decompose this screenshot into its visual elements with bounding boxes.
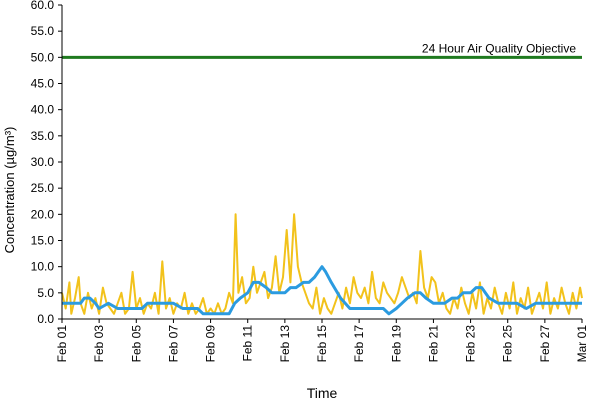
y-tick-label: 55.0: [31, 24, 55, 38]
x-tick-label: Feb 21: [426, 325, 440, 363]
x-tick-label: Feb 11: [241, 325, 255, 362]
y-tick-label: 20.0: [31, 207, 55, 221]
x-tick-label: Feb 03: [92, 325, 106, 363]
hourly-series: [61, 213, 583, 315]
y-tick-label: 50.0: [31, 50, 55, 64]
running-average-line: [62, 265, 582, 316]
x-tick-label: Feb 15: [315, 325, 329, 363]
y-axis-label: Concentration (µg/m³): [2, 127, 17, 254]
axes: 0.0 5.0 10.0 15.0 20.0 25.0 30.0 35.0 40.0 45.0 50…: [31, 0, 589, 362]
y-tick-label: 10.0: [31, 260, 55, 274]
y-tick-label: 0.0: [37, 312, 54, 326]
x-axis-label: Time: [307, 385, 338, 400]
hourly-line: [61, 213, 583, 315]
y-tick-label: 30.0: [31, 155, 55, 169]
y-tick-label: 15.0: [31, 234, 55, 248]
x-tick-label: Feb 27: [538, 325, 552, 363]
objective-label: 24 Hour Air Quality Objective: [422, 41, 576, 55]
x-tick-label: Feb 25: [501, 325, 515, 363]
x-tick-label: Feb 19: [389, 325, 403, 363]
x-tick-label: Feb 09: [204, 325, 218, 363]
x-tick-label: Feb 13: [278, 325, 292, 363]
x-tick-label: Mar 01: [575, 325, 589, 363]
x-tick-label: Feb 05: [129, 325, 143, 363]
y-tick-label: 5.0: [37, 286, 54, 300]
y-tick-label: 25.0: [31, 181, 55, 195]
x-tick-label: Feb 01: [55, 325, 69, 363]
y-tick-label: 60.0: [31, 0, 55, 12]
y-tick-label: 45.0: [31, 77, 55, 91]
x-tick-label: Feb 17: [352, 325, 366, 363]
x-tick-label: Feb 07: [166, 325, 180, 363]
y-tick-label: 35.0: [31, 129, 55, 143]
x-tick-label: Feb 23: [464, 325, 478, 363]
running-average-series: [62, 265, 582, 316]
y-tick-label: 40.0: [31, 103, 55, 117]
objective-group: 24 Hour Air Quality Objective: [62, 41, 582, 59]
